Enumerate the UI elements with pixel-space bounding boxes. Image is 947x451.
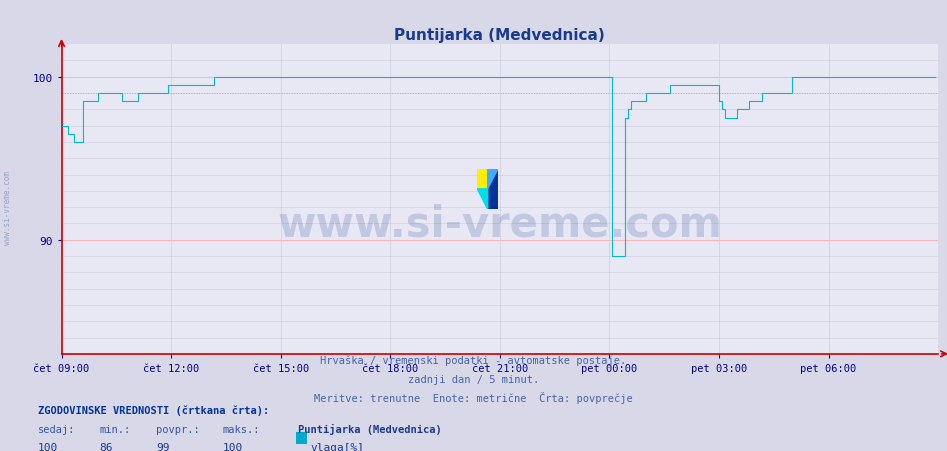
Text: 100: 100 [38,442,58,451]
Text: Puntijarka (Medvednica): Puntijarka (Medvednica) [298,423,442,433]
Title: Puntijarka (Medvednica): Puntijarka (Medvednica) [394,28,605,42]
Text: povpr.:: povpr.: [156,423,200,433]
Bar [477,169,488,189]
Text: Meritve: trenutne  Enote: metrične  Črta: povprečje: Meritve: trenutne Enote: metrične Črta: … [314,391,633,403]
Text: ZGODOVINSKE VREDNOSTI (črtkana črta):: ZGODOVINSKE VREDNOSTI (črtkana črta): [38,404,269,414]
Text: maks.:: maks.: [223,423,260,433]
Text: min.:: min.: [99,423,131,433]
Polygon shape [477,189,488,210]
Text: 99: 99 [156,442,170,451]
Text: zadnji dan / 5 minut.: zadnji dan / 5 minut. [408,374,539,384]
Bar [488,169,498,210]
Text: 86: 86 [99,442,113,451]
Text: www.si-vreme.com: www.si-vreme.com [277,203,722,245]
Polygon shape [488,169,498,189]
Text: www.si-vreme.com: www.si-vreme.com [3,170,12,244]
Text: sedaj:: sedaj: [38,423,76,433]
Text: vlaga[%]: vlaga[%] [311,442,365,451]
Text: 100: 100 [223,442,242,451]
Text: Hrvaška / vremenski podatki - avtomatske postaje.: Hrvaška / vremenski podatki - avtomatske… [320,354,627,365]
